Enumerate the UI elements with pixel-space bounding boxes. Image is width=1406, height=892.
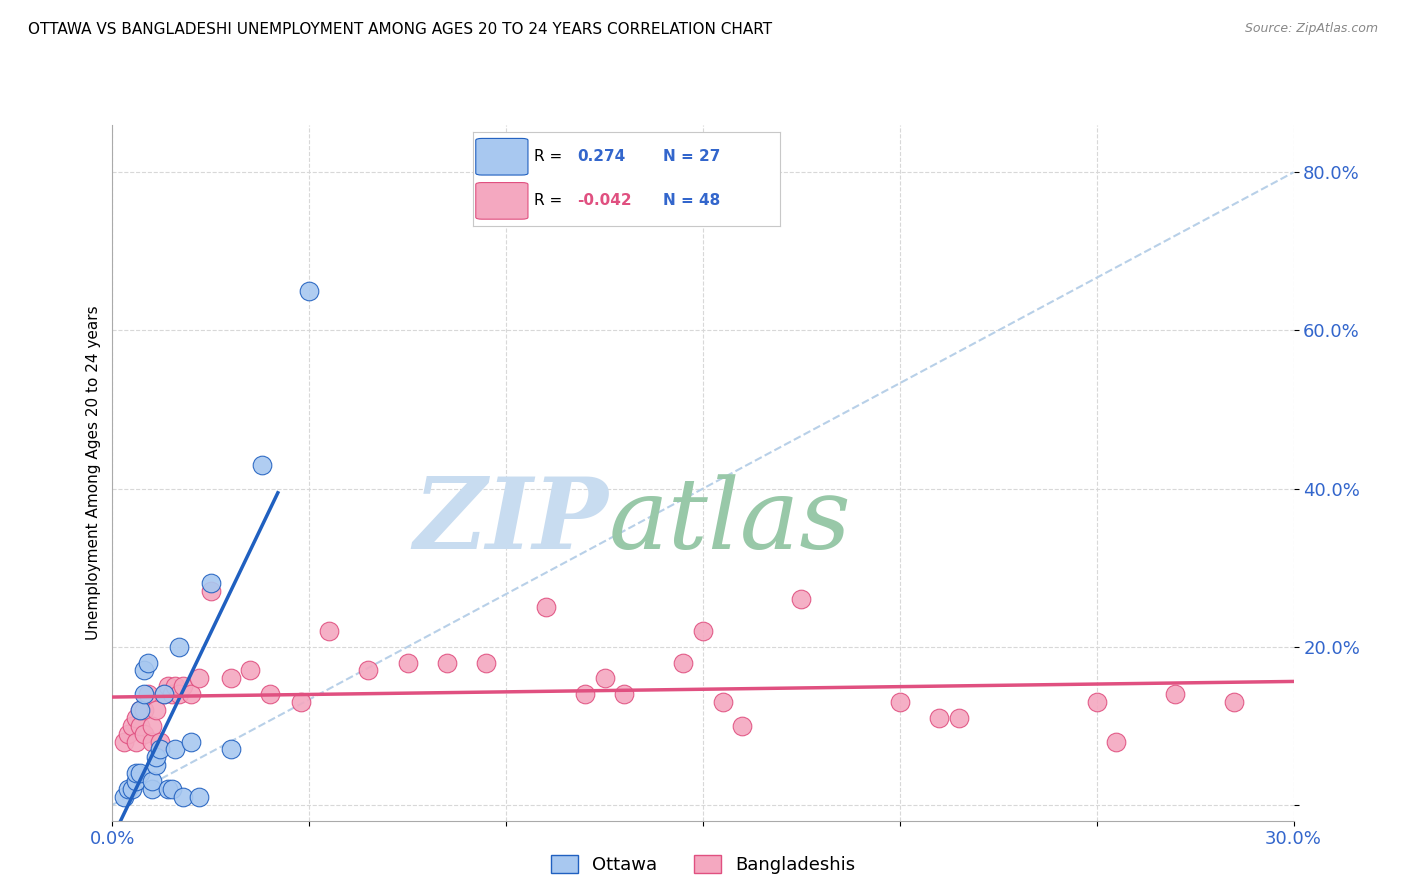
Point [1105,734,1128,748]
Point [152,687,174,701]
Point [172,679,194,693]
Point [475,656,498,670]
Point [436,656,458,670]
Point [136,687,159,701]
Point [125,711,148,725]
Point [534,600,557,615]
Point [290,695,312,709]
Point [112,734,135,748]
Point [200,576,222,591]
Point [117,726,139,740]
Point [112,789,135,804]
Point [790,592,813,607]
Point [141,774,163,789]
Point [692,624,714,638]
Point [948,711,970,725]
Point [156,679,179,693]
Point [152,687,174,701]
Point [145,703,167,717]
Point [219,671,242,685]
Point [593,671,616,685]
Point [200,584,222,599]
Point [357,664,380,678]
Point [188,671,211,685]
Point [149,734,172,748]
Point [250,458,273,472]
Point [928,711,950,725]
Point [1085,695,1108,709]
Point [121,782,143,797]
Point [165,679,187,693]
Point [149,742,172,756]
Point [129,719,152,733]
Point [711,695,734,709]
Point [1223,695,1246,709]
Legend: Ottawa, Bangladeshis: Ottawa, Bangladeshis [544,847,862,881]
Point [298,284,321,298]
Point [180,734,202,748]
Y-axis label: Unemployment Among Ages 20 to 24 years: Unemployment Among Ages 20 to 24 years [86,305,101,640]
Text: Source: ZipAtlas.com: Source: ZipAtlas.com [1244,22,1378,36]
Text: ZIP: ZIP [413,474,609,570]
Point [145,750,167,764]
Point [574,687,596,701]
Point [188,789,211,804]
Point [145,758,167,772]
Point [132,664,155,678]
Point [396,656,419,670]
Point [132,703,155,717]
Point [129,703,152,717]
Point [125,766,148,780]
Point [117,782,139,797]
Text: OTTAWA VS BANGLADESHI UNEMPLOYMENT AMONG AGES 20 TO 24 YEARS CORRELATION CHART: OTTAWA VS BANGLADESHI UNEMPLOYMENT AMONG… [28,22,772,37]
Point [125,734,148,748]
Point [165,742,187,756]
Point [160,782,183,797]
Point [129,766,152,780]
Point [1164,687,1187,701]
Point [121,719,143,733]
Point [141,719,163,733]
Point [129,703,152,717]
Point [132,726,155,740]
Point [160,687,183,701]
Text: atlas: atlas [609,474,851,569]
Point [889,695,911,709]
Point [156,782,179,797]
Point [318,624,340,638]
Point [136,656,159,670]
Point [672,656,695,670]
Point [125,774,148,789]
Point [180,687,202,701]
Point [132,687,155,701]
Point [259,687,281,701]
Point [613,687,636,701]
Point [141,782,163,797]
Point [731,719,754,733]
Point [219,742,242,756]
Point [172,789,194,804]
Point [169,687,191,701]
Point [141,734,163,748]
Point [169,640,191,654]
Point [239,664,262,678]
